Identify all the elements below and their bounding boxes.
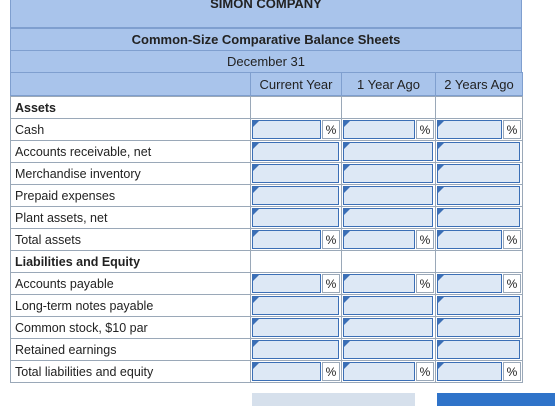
percent-sign: % [503,274,521,293]
input-field[interactable] [437,340,520,359]
input-field[interactable] [343,362,415,381]
row-label: Accounts payable [10,272,251,295]
input-field[interactable] [437,186,520,205]
button[interactable] [437,393,555,406]
blank-cell [250,250,342,273]
input-field[interactable] [343,142,433,161]
blank-cell [250,96,342,119]
input-field[interactable] [252,296,339,315]
row-label: Common stock, $10 par [10,316,251,339]
column-header: 2 Years Ago [435,72,523,96]
input-field[interactable] [252,142,339,161]
input-field[interactable] [437,120,502,139]
input-field[interactable] [437,318,520,337]
percent-sign: % [322,230,340,249]
input-field[interactable] [252,186,339,205]
percent-sign: % [416,120,434,139]
input-field[interactable] [252,208,339,227]
company-name: SIMON COMPANY [10,0,522,28]
row-label: Total assets [10,228,251,251]
input-field[interactable] [343,340,433,359]
blank-cell [341,96,436,119]
percent-sign: % [416,362,434,381]
sheet-title: Common-Size Comparative Balance Sheets [10,28,522,51]
input-field[interactable] [437,142,520,161]
input-field[interactable] [343,186,433,205]
row-label: Accounts receivable, net [10,140,251,163]
input-field[interactable] [437,274,502,293]
blank-cell [435,250,523,273]
input-field[interactable] [343,230,415,249]
input-field[interactable] [343,164,433,183]
row-label: Retained earnings [10,338,251,361]
input-field[interactable] [252,164,339,183]
input-field[interactable] [343,296,433,315]
percent-sign: % [503,120,521,139]
row-label: Total liabilities and equity [10,360,251,383]
input-field[interactable] [343,120,415,139]
button[interactable] [252,393,415,406]
input-field[interactable] [437,164,520,183]
input-field[interactable] [437,208,520,227]
input-field[interactable] [343,208,433,227]
column-header: Current Year [250,72,342,96]
row-label: Plant assets, net [10,206,251,229]
percent-sign: % [503,230,521,249]
blank-cell [341,250,436,273]
row-label: Long-term notes payable [10,294,251,317]
input-field[interactable] [252,340,339,359]
header-blank [10,72,251,96]
section-heading: Liabilities and Equity [10,250,251,273]
section-heading: Assets [10,96,251,119]
input-field[interactable] [343,318,433,337]
input-field[interactable] [437,362,502,381]
input-field[interactable] [437,230,502,249]
input-field[interactable] [437,296,520,315]
row-label: Cash [10,118,251,141]
row-label: Merchandise inventory [10,162,251,185]
input-field[interactable] [252,274,321,293]
input-field[interactable] [252,362,321,381]
input-field[interactable] [343,274,415,293]
percent-sign: % [416,274,434,293]
percent-sign: % [503,362,521,381]
input-field[interactable] [252,318,339,337]
input-field[interactable] [252,230,321,249]
percent-sign: % [322,362,340,381]
blank-cell [435,96,523,119]
row-label: Prepaid expenses [10,184,251,207]
percent-sign: % [416,230,434,249]
column-header: 1 Year Ago [341,72,436,96]
percent-sign: % [322,274,340,293]
input-field[interactable] [252,120,321,139]
percent-sign: % [322,120,340,139]
sheet-date: December 31 [10,50,522,73]
